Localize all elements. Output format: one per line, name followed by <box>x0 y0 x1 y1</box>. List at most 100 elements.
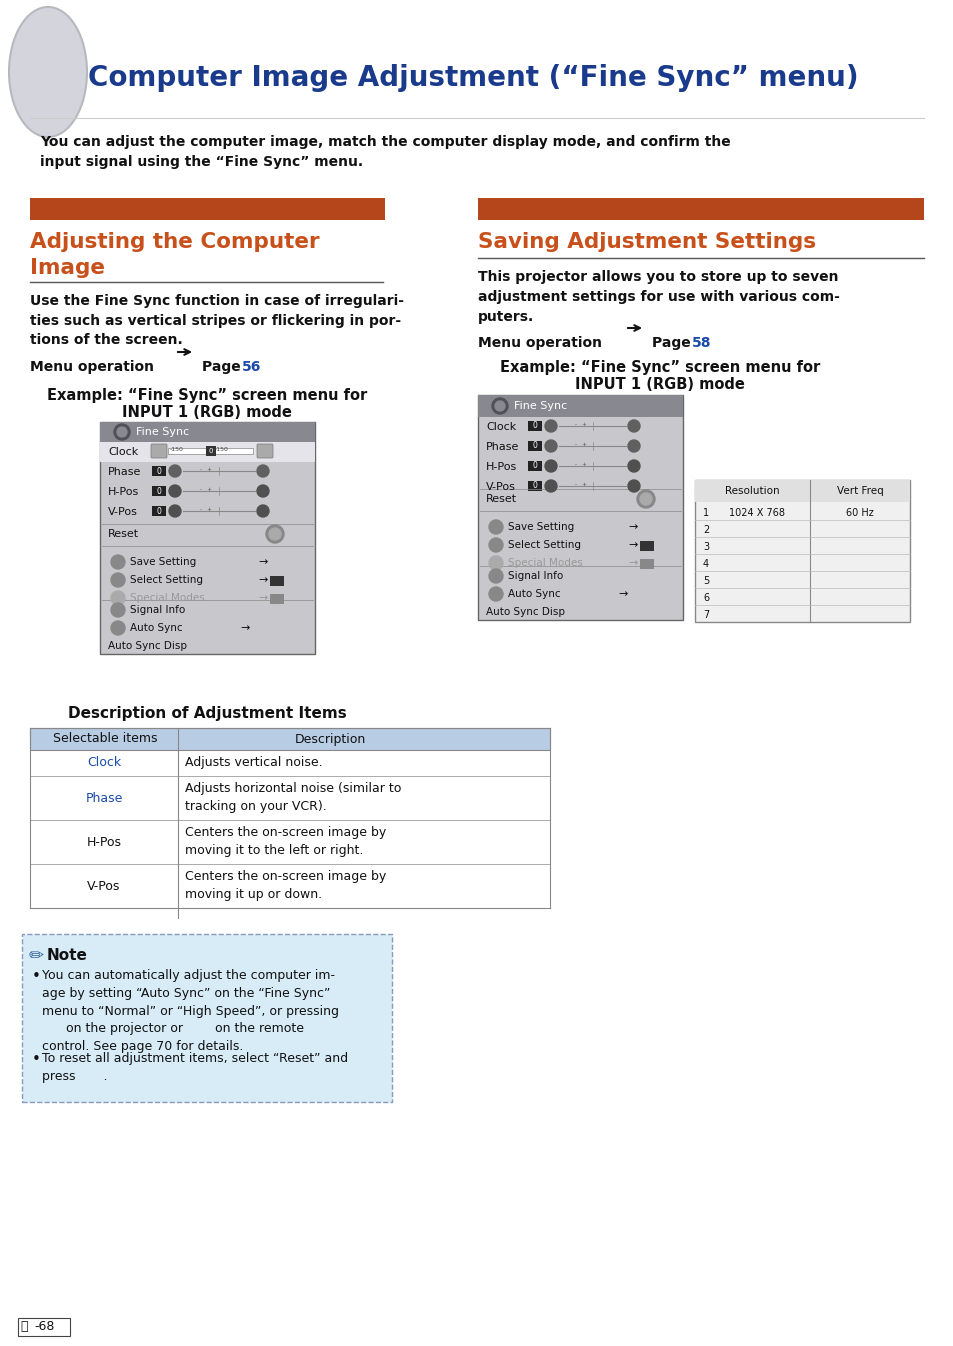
Text: Saving Adjustment Settings: Saving Adjustment Settings <box>477 232 815 252</box>
FancyBboxPatch shape <box>22 934 392 1102</box>
Text: Ⓘ: Ⓘ <box>20 1320 28 1334</box>
Circle shape <box>489 569 502 583</box>
FancyBboxPatch shape <box>695 481 909 622</box>
Text: 7: 7 <box>702 610 708 621</box>
Text: Clock: Clock <box>108 447 138 458</box>
Text: -150: -150 <box>170 447 184 452</box>
FancyBboxPatch shape <box>30 198 385 219</box>
Text: 1: 1 <box>702 507 708 518</box>
Text: ✏: ✏ <box>29 948 44 965</box>
Circle shape <box>639 493 651 505</box>
FancyBboxPatch shape <box>477 198 923 219</box>
Text: -   +: - + <box>575 423 586 427</box>
Circle shape <box>489 538 502 552</box>
Text: 0: 0 <box>156 506 161 516</box>
Text: 0: 0 <box>532 482 537 490</box>
Text: Description of Adjustment Items: Description of Adjustment Items <box>68 707 346 721</box>
Text: Save Setting: Save Setting <box>130 557 196 567</box>
Circle shape <box>544 460 557 472</box>
FancyBboxPatch shape <box>639 559 654 569</box>
Text: Page: Page <box>651 336 695 350</box>
Circle shape <box>269 528 281 540</box>
Circle shape <box>492 398 507 415</box>
Circle shape <box>256 464 269 476</box>
Text: →: → <box>627 540 637 551</box>
FancyBboxPatch shape <box>527 441 541 451</box>
Text: Adjusting the Computer: Adjusting the Computer <box>30 232 319 252</box>
Text: This projector allows you to store up to seven
adjustment settings for use with : This projector allows you to store up to… <box>477 271 839 324</box>
Text: INPUT 1 (RGB) mode: INPUT 1 (RGB) mode <box>122 405 292 420</box>
Text: You can automatically adjust the computer im-
age by setting “Auto Sync” on the : You can automatically adjust the compute… <box>42 969 338 1053</box>
Circle shape <box>637 490 655 507</box>
Text: Vert Freq: Vert Freq <box>836 486 882 495</box>
Text: -   +: - + <box>575 462 586 467</box>
FancyBboxPatch shape <box>477 394 682 621</box>
Text: →: → <box>618 590 627 599</box>
Text: Signal Info: Signal Info <box>130 604 185 615</box>
FancyBboxPatch shape <box>100 423 314 441</box>
Circle shape <box>544 420 557 432</box>
FancyBboxPatch shape <box>100 441 314 462</box>
Text: Menu operation: Menu operation <box>30 359 153 374</box>
Text: -   +: - + <box>200 467 212 472</box>
Text: Clock: Clock <box>485 423 516 432</box>
Text: Computer Image Adjustment (“Fine Sync” menu): Computer Image Adjustment (“Fine Sync” m… <box>88 65 858 92</box>
FancyBboxPatch shape <box>152 466 166 476</box>
FancyBboxPatch shape <box>151 444 167 458</box>
Text: →: → <box>627 522 637 532</box>
FancyBboxPatch shape <box>270 594 284 604</box>
Circle shape <box>544 440 557 452</box>
Circle shape <box>266 525 284 542</box>
Text: Fine Sync: Fine Sync <box>136 427 189 437</box>
FancyBboxPatch shape <box>206 446 215 456</box>
Text: You can adjust the computer image, match the computer display mode, and confirm : You can adjust the computer image, match… <box>40 135 730 170</box>
Text: Auto Sync: Auto Sync <box>130 623 182 633</box>
Circle shape <box>169 464 181 476</box>
Text: Phase: Phase <box>108 467 141 476</box>
FancyBboxPatch shape <box>639 541 654 551</box>
Text: V-Pos: V-Pos <box>88 879 121 892</box>
Text: 3: 3 <box>702 542 708 552</box>
Text: →: → <box>257 594 267 603</box>
Text: Example: “Fine Sync” screen menu for: Example: “Fine Sync” screen menu for <box>47 388 367 402</box>
Text: →: → <box>257 557 267 567</box>
FancyBboxPatch shape <box>168 448 253 454</box>
Text: -   +: - + <box>200 487 212 493</box>
Text: V-Pos: V-Pos <box>485 482 516 493</box>
Text: Page: Page <box>202 359 245 374</box>
FancyBboxPatch shape <box>527 421 541 431</box>
Text: H-Pos: H-Pos <box>87 836 121 848</box>
Text: Auto Sync Disp: Auto Sync Disp <box>108 641 187 651</box>
Text: →: → <box>257 575 267 586</box>
Text: 0: 0 <box>532 421 537 431</box>
Text: Signal Info: Signal Info <box>507 571 562 581</box>
Text: Clock: Clock <box>87 756 121 770</box>
Text: 2: 2 <box>702 525 708 534</box>
Text: Description: Description <box>294 732 365 746</box>
Text: INPUT 1 (RGB) mode: INPUT 1 (RGB) mode <box>575 377 744 392</box>
FancyBboxPatch shape <box>527 481 541 491</box>
Text: +150: +150 <box>211 447 228 452</box>
FancyBboxPatch shape <box>18 1318 70 1337</box>
Text: Auto Sync: Auto Sync <box>507 590 560 599</box>
Text: Selectable items: Selectable items <box>52 732 157 746</box>
Text: →: → <box>240 623 249 633</box>
Text: •: • <box>32 1053 41 1067</box>
Text: -68: -68 <box>34 1320 54 1334</box>
Text: Use the Fine Sync function in case of irregulari-
ties such as vertical stripes : Use the Fine Sync function in case of ir… <box>30 293 403 347</box>
Text: -   +: - + <box>200 507 212 511</box>
Text: Resolution: Resolution <box>724 486 779 495</box>
FancyBboxPatch shape <box>256 444 273 458</box>
Circle shape <box>627 440 639 452</box>
Text: Note: Note <box>47 948 88 962</box>
Text: 6: 6 <box>702 594 708 603</box>
Text: Fine Sync: Fine Sync <box>514 401 567 411</box>
Circle shape <box>111 603 125 616</box>
Text: 4: 4 <box>702 559 708 569</box>
Text: V-Pos: V-Pos <box>108 507 138 517</box>
Text: Reset: Reset <box>485 494 517 503</box>
Circle shape <box>627 420 639 432</box>
Text: Save Setting: Save Setting <box>507 522 574 532</box>
Text: Phase: Phase <box>85 791 123 805</box>
Text: Image: Image <box>30 258 105 279</box>
